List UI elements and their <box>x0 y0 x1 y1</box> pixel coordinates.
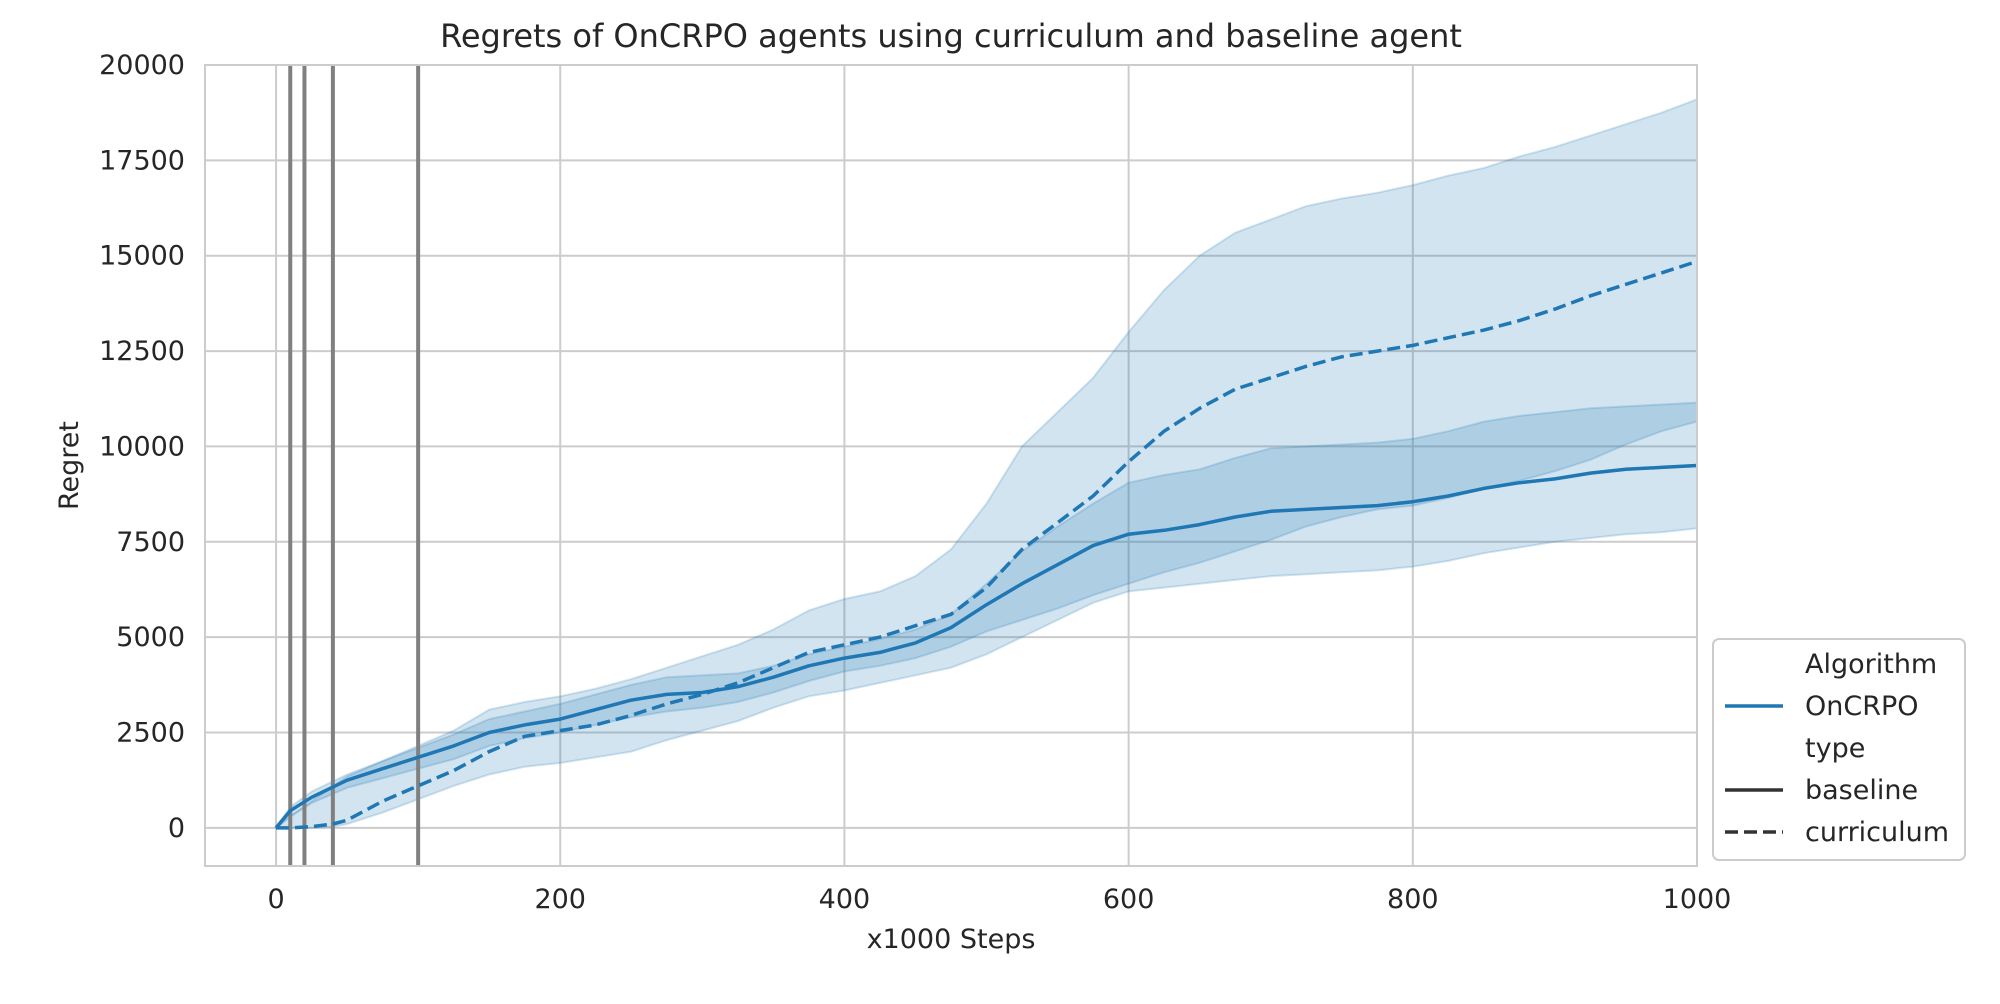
x-tick-label: 800 <box>1387 884 1439 915</box>
y-tick-label: 15000 <box>99 241 185 272</box>
legend-label: type <box>1805 733 1865 764</box>
legend-frame <box>1712 638 1966 861</box>
y-tick-label: 0 <box>168 813 185 844</box>
confidence-band-curriculum <box>273 97 1698 829</box>
x-tick-label: 200 <box>534 884 586 915</box>
y-tick-label: 10000 <box>99 431 185 462</box>
x-tick-label: 600 <box>1103 884 1155 915</box>
chart-title: Regrets of OnCRPO agents using curriculu… <box>440 17 1462 55</box>
y-tick-label: 17500 <box>99 145 185 176</box>
legend-label: curriculum <box>1805 817 1949 848</box>
y-tick-label: 12500 <box>99 336 185 367</box>
series-line-curriculum <box>276 259 1698 830</box>
y-tick-label: 7500 <box>116 527 185 558</box>
legend-label: Algorithm <box>1805 649 1937 680</box>
y-tick-label: 2500 <box>116 718 185 749</box>
legend-label: OnCRPO <box>1805 691 1919 722</box>
y-tick-label: 5000 <box>116 622 185 653</box>
y-tick-label: 20000 <box>99 50 185 81</box>
x-tick-label: 1000 <box>1663 884 1732 915</box>
plot-area-frame <box>204 64 1698 867</box>
legend-label: baseline <box>1805 775 1918 806</box>
x-tick-label: 400 <box>819 884 871 915</box>
x-axis-label: x1000 Steps <box>867 924 1036 955</box>
x-tick-label: 0 <box>267 884 284 915</box>
y-axis-label: Regret <box>54 421 85 510</box>
series-line-baseline <box>274 463 1698 830</box>
legend: Algorithm OnCRPO type baseline curriculum <box>1712 638 1966 861</box>
